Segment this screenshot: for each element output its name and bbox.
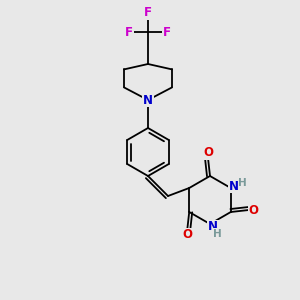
Text: F: F: [125, 26, 133, 38]
Text: N: N: [208, 220, 218, 233]
Text: O: O: [249, 203, 259, 217]
Text: H: H: [213, 229, 221, 239]
Text: H: H: [238, 178, 247, 188]
Text: O: O: [203, 146, 213, 160]
Text: N: N: [143, 94, 153, 106]
Text: F: F: [144, 7, 152, 20]
Text: N: N: [229, 179, 239, 193]
Text: F: F: [163, 26, 171, 38]
Text: O: O: [182, 229, 192, 242]
